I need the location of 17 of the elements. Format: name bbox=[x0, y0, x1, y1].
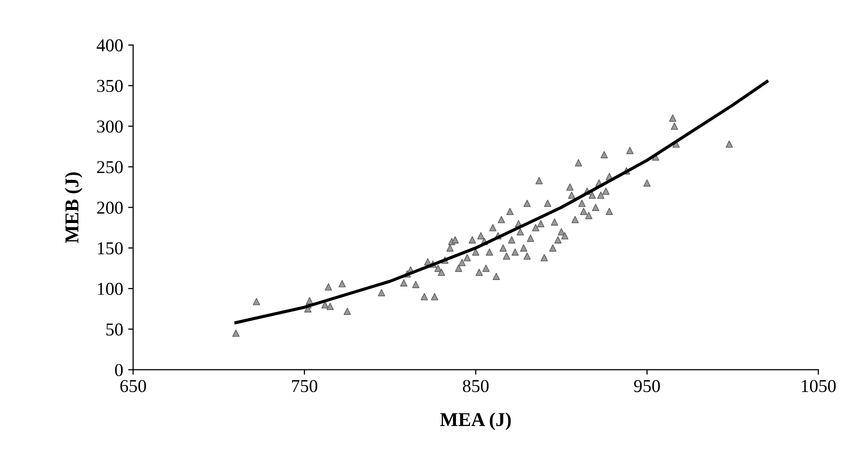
y-tick-label: 400 bbox=[96, 39, 123, 52]
y-tick-label: 200 bbox=[97, 202, 123, 214]
y-tick-label: 350 bbox=[97, 80, 123, 92]
x-axis-title: MEA (J) bbox=[440, 412, 511, 430]
y-axis-title: MEB (J) bbox=[64, 172, 82, 243]
y-tick-label: 100 bbox=[98, 282, 123, 295]
x-tick-label: 750 bbox=[292, 380, 318, 392]
x-tick-label: 650 bbox=[120, 380, 146, 392]
x-tick-label: 850 bbox=[462, 380, 489, 392]
y-tick-label: 0 bbox=[115, 364, 123, 376]
y-tick-label: 250 bbox=[97, 161, 123, 174]
y-tick-label: 50 bbox=[106, 323, 123, 336]
line-series bbox=[234, 80, 768, 324]
x-tick-label: 1050 bbox=[802, 380, 836, 392]
y-tick-label: 150 bbox=[98, 242, 123, 254]
x-tick-label: 950 bbox=[634, 380, 660, 392]
y-tick-label: 300 bbox=[97, 120, 123, 133]
